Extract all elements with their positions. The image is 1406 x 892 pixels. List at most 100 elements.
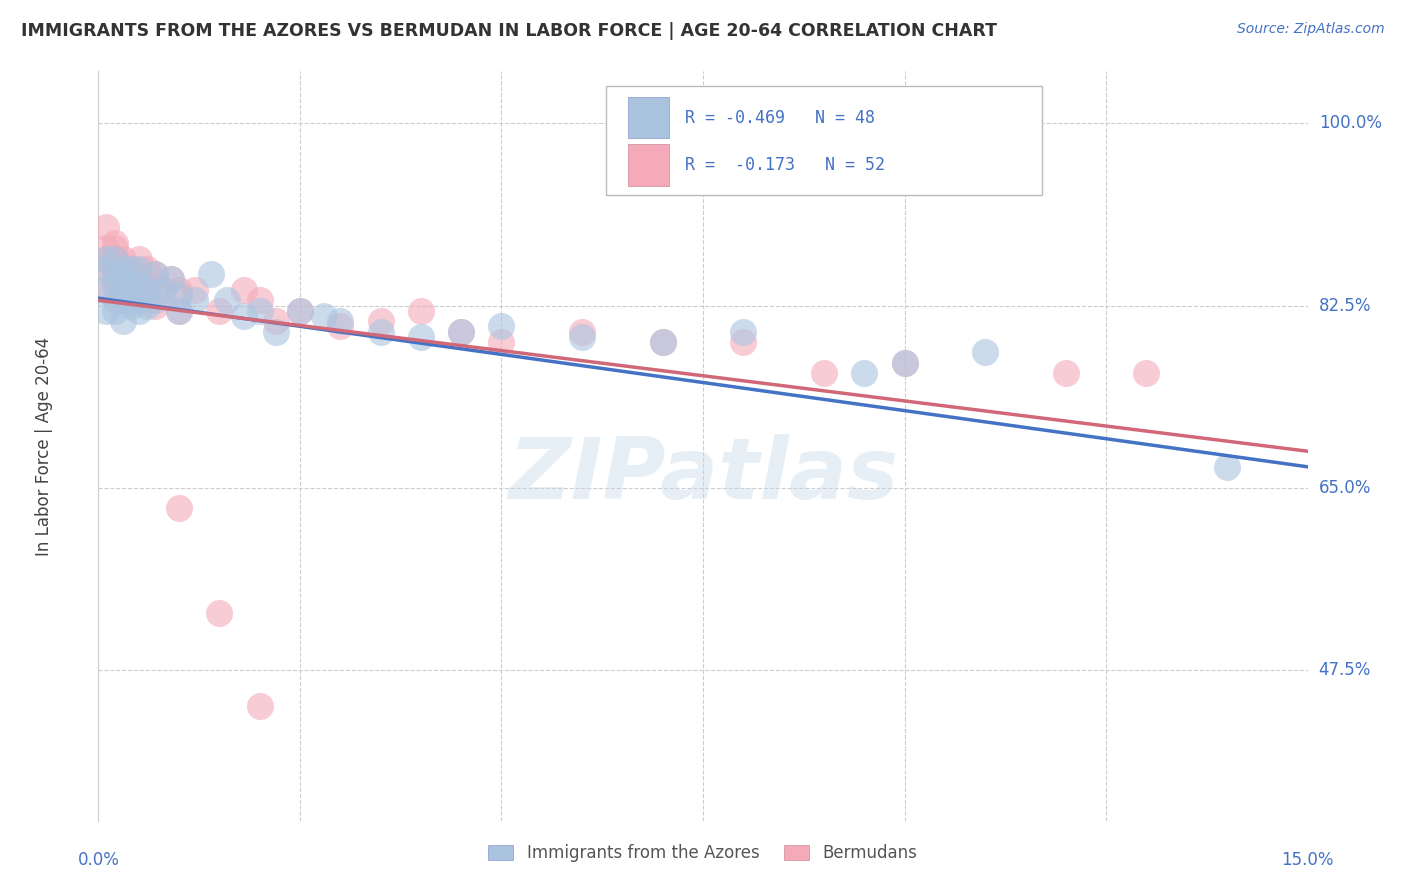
Point bbox=[111, 272, 134, 286]
Point bbox=[733, 325, 755, 339]
Point bbox=[128, 262, 150, 277]
Point bbox=[96, 303, 118, 318]
Point bbox=[111, 262, 134, 277]
Text: IMMIGRANTS FROM THE AZORES VS BERMUDAN IN LABOR FORCE | AGE 20-64 CORRELATION CH: IMMIGRANTS FROM THE AZORES VS BERMUDAN I… bbox=[21, 22, 997, 40]
Point bbox=[232, 309, 254, 323]
Point bbox=[288, 303, 311, 318]
Point bbox=[135, 262, 157, 277]
Point bbox=[111, 314, 134, 328]
Point bbox=[96, 262, 118, 277]
Point bbox=[120, 293, 142, 308]
Point bbox=[111, 272, 134, 286]
Point bbox=[249, 303, 271, 318]
Text: R =  -0.173   N = 52: R = -0.173 N = 52 bbox=[685, 156, 884, 174]
Point bbox=[853, 366, 876, 380]
Text: 100.0%: 100.0% bbox=[1319, 114, 1382, 132]
Point bbox=[96, 283, 118, 297]
Point bbox=[111, 288, 134, 302]
Point bbox=[103, 236, 125, 251]
Point bbox=[111, 293, 134, 308]
Point bbox=[217, 293, 239, 308]
Point bbox=[103, 277, 125, 292]
Point bbox=[120, 262, 142, 277]
Point bbox=[329, 314, 352, 328]
Point bbox=[264, 314, 287, 328]
Point bbox=[893, 356, 915, 370]
Point bbox=[249, 699, 271, 714]
Point bbox=[491, 334, 513, 349]
Point bbox=[314, 309, 336, 323]
Point bbox=[135, 299, 157, 313]
Point bbox=[120, 262, 142, 277]
Text: 82.5%: 82.5% bbox=[1319, 296, 1371, 315]
Text: 0.0%: 0.0% bbox=[77, 851, 120, 869]
Point bbox=[571, 330, 593, 344]
Point bbox=[184, 283, 207, 297]
Point bbox=[120, 283, 142, 297]
Point bbox=[167, 303, 190, 318]
Point bbox=[120, 299, 142, 313]
Point bbox=[103, 272, 125, 286]
Point bbox=[208, 303, 231, 318]
Point bbox=[96, 283, 118, 297]
Point bbox=[128, 303, 150, 318]
Point bbox=[160, 272, 183, 286]
Point bbox=[160, 272, 183, 286]
Point bbox=[96, 252, 118, 266]
Point bbox=[264, 325, 287, 339]
Text: 15.0%: 15.0% bbox=[1281, 851, 1334, 869]
Point bbox=[651, 334, 673, 349]
Point bbox=[103, 268, 125, 282]
Point bbox=[128, 272, 150, 286]
Point bbox=[974, 345, 997, 359]
Point bbox=[103, 241, 125, 255]
Point bbox=[249, 293, 271, 308]
Point bbox=[733, 334, 755, 349]
FancyBboxPatch shape bbox=[628, 145, 669, 186]
Text: 47.5%: 47.5% bbox=[1319, 661, 1371, 679]
Point bbox=[152, 283, 174, 297]
Point bbox=[103, 252, 125, 266]
Point bbox=[329, 319, 352, 334]
Legend: Immigrants from the Azores, Bermudans: Immigrants from the Azores, Bermudans bbox=[482, 838, 924, 869]
Point bbox=[120, 288, 142, 302]
Text: R = -0.469   N = 48: R = -0.469 N = 48 bbox=[685, 109, 875, 127]
Point bbox=[143, 268, 166, 282]
Point bbox=[893, 356, 915, 370]
Point bbox=[651, 334, 673, 349]
Point bbox=[111, 262, 134, 277]
Point bbox=[128, 277, 150, 292]
Point bbox=[167, 283, 190, 297]
Point bbox=[370, 314, 392, 328]
Point bbox=[200, 268, 222, 282]
Point bbox=[450, 325, 472, 339]
Point bbox=[370, 325, 392, 339]
Point bbox=[96, 220, 118, 235]
Point bbox=[111, 283, 134, 297]
Point bbox=[813, 366, 835, 380]
Point bbox=[167, 288, 190, 302]
Point bbox=[1054, 366, 1077, 380]
Point bbox=[167, 501, 190, 516]
Text: 65.0%: 65.0% bbox=[1319, 479, 1371, 497]
Point bbox=[135, 283, 157, 297]
Text: Source: ZipAtlas.com: Source: ZipAtlas.com bbox=[1237, 22, 1385, 37]
Point bbox=[409, 330, 432, 344]
Point bbox=[409, 303, 432, 318]
Point bbox=[152, 283, 174, 297]
Text: In Labor Force | Age 20-64: In Labor Force | Age 20-64 bbox=[35, 336, 53, 556]
Point bbox=[103, 303, 125, 318]
Point bbox=[96, 241, 118, 255]
Point bbox=[143, 299, 166, 313]
Point bbox=[143, 268, 166, 282]
Point bbox=[288, 303, 311, 318]
Point bbox=[128, 293, 150, 308]
FancyBboxPatch shape bbox=[628, 97, 669, 138]
Point bbox=[135, 277, 157, 292]
Point bbox=[184, 293, 207, 308]
Point bbox=[103, 277, 125, 292]
Point bbox=[120, 283, 142, 297]
Point bbox=[120, 268, 142, 282]
Point bbox=[103, 293, 125, 308]
Point bbox=[491, 319, 513, 334]
